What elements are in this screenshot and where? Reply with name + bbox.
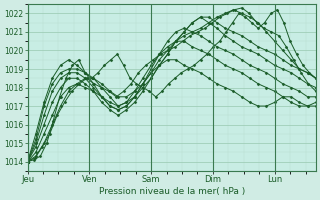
X-axis label: Pression niveau de la mer( hPa ): Pression niveau de la mer( hPa ) — [99, 187, 245, 196]
